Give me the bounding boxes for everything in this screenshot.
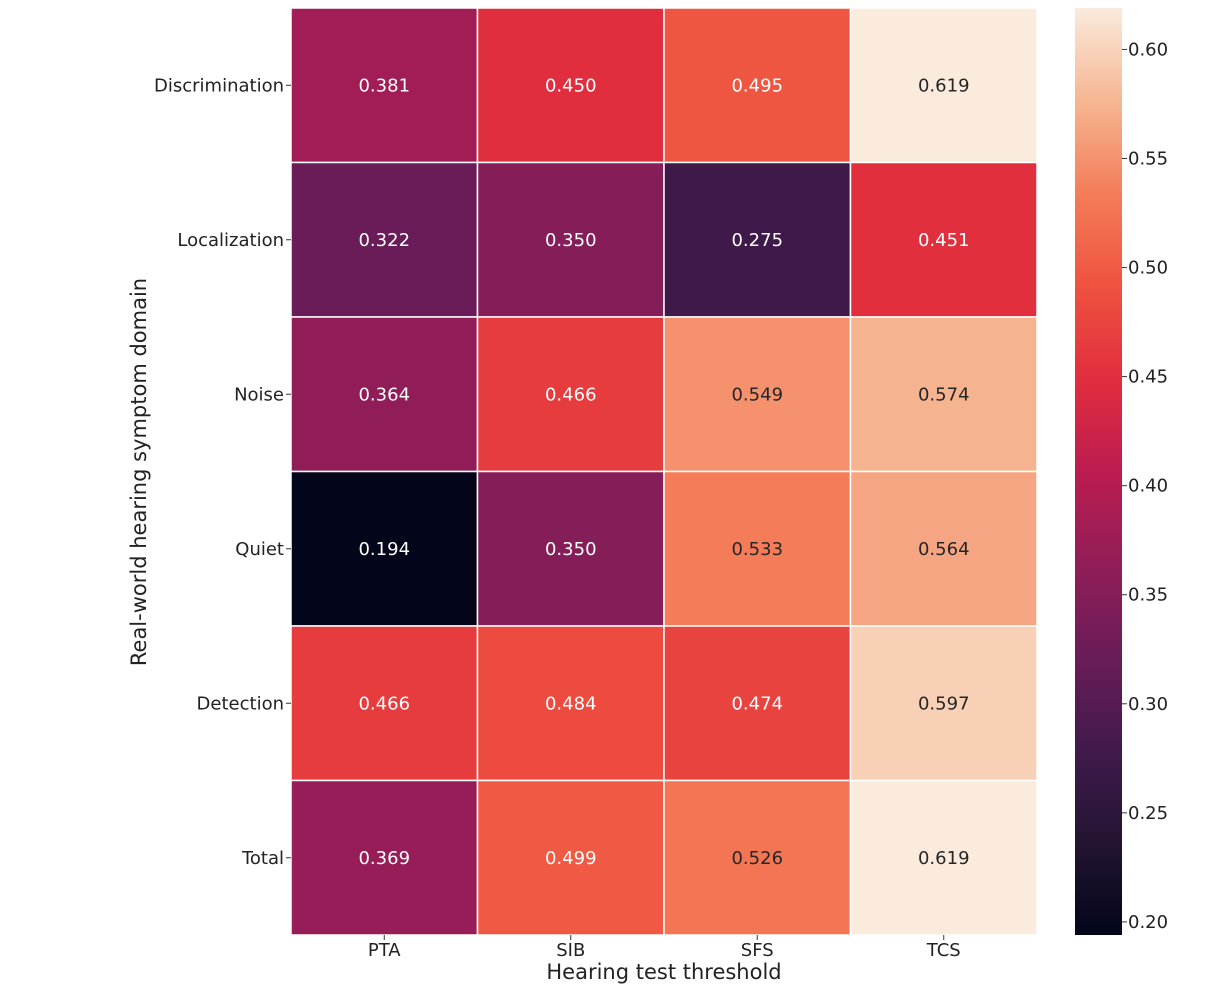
x-tick-label: TCS: [926, 940, 961, 961]
cell-value-label: 0.194: [358, 539, 410, 560]
y-tick-label: Noise: [234, 384, 284, 405]
heatmap-cell: [476, 161, 665, 318]
cell-value-label: 0.350: [545, 230, 597, 251]
heatmap-cell: [849, 161, 1038, 318]
colorbar-tick-label: 0.55: [1128, 149, 1168, 170]
x-tick-labels: PTA SIB SFS TCS: [368, 935, 961, 961]
colorbar: 0.20 0.25 0.30 0.35 0.40 0.45 0.50 0.55 0.60: [1075, 8, 1168, 935]
cell-value-label: 0.474: [731, 693, 783, 714]
colorbar-tick-label: 0.60: [1128, 39, 1168, 60]
cell-value-label: 0.369: [358, 848, 410, 869]
cell-value-label: 0.619: [918, 75, 970, 96]
cell-value-label: 0.533: [731, 539, 783, 560]
heatmap-cell: [290, 625, 479, 782]
y-tick-label: Detection: [197, 693, 284, 714]
heatmap-cell: [476, 470, 665, 627]
heatmap-cell: [290, 470, 479, 627]
y-tick-labels: Discrimination Localization Noise Quiet Dete…: [154, 75, 291, 869]
cell-value-label: 0.275: [731, 230, 783, 251]
cell-value-label: 0.364: [358, 384, 410, 405]
y-tick-label: Total: [241, 848, 284, 869]
cell-value-label: 0.574: [918, 384, 970, 405]
heatmap-cell: [849, 625, 1038, 782]
cell-value-label: 0.526: [731, 848, 783, 869]
heatmap-cell: [476, 779, 665, 936]
heatmap-cell: [663, 470, 852, 627]
heatmap-cell: [849, 316, 1038, 473]
cell-value-label: 0.451: [918, 230, 970, 251]
y-tick-label: Quiet: [235, 539, 284, 560]
cell-value-label: 0.381: [358, 75, 410, 96]
y-tick-label: Discrimination: [154, 75, 284, 96]
y-axis-title: Real-world hearing symptom domain: [127, 278, 151, 666]
colorbar-tick-label: 0.25: [1128, 803, 1168, 824]
heatmap-cell: [476, 7, 665, 164]
heatmap-cell: [849, 7, 1038, 164]
heatmap-cell: [290, 161, 479, 318]
heatmap-cell: [663, 779, 852, 936]
x-axis-title: Hearing test threshold: [546, 960, 781, 984]
heatmap-cells: 0.381 0.450 0.495 0.619 0.322 0.350 0.275 0.451…: [290, 7, 1038, 936]
y-tick-label: Localization: [177, 230, 284, 251]
x-tick-label: PTA: [368, 940, 401, 961]
heatmap-cell: [849, 779, 1038, 936]
cell-value-label: 0.597: [918, 693, 970, 714]
colorbar-tick-label: 0.40: [1128, 476, 1168, 497]
colorbar-tick-label: 0.45: [1128, 367, 1168, 388]
cell-value-label: 0.549: [731, 384, 783, 405]
colorbar-gradient: [1075, 8, 1122, 935]
colorbar-tick-label: 0.35: [1128, 585, 1168, 606]
x-tick-label: SFS: [741, 940, 774, 961]
heatmap-cell: [663, 625, 852, 782]
heatmap-cell: [476, 316, 665, 473]
cell-value-label: 0.466: [358, 693, 410, 714]
cell-value-label: 0.450: [545, 75, 597, 96]
x-tick-label: SIB: [556, 940, 585, 961]
colorbar-tick-label: 0.20: [1128, 912, 1168, 933]
cell-value-label: 0.499: [545, 848, 597, 869]
cell-value-label: 0.350: [545, 539, 597, 560]
cell-value-label: 0.564: [918, 539, 970, 560]
colorbar-tick-label: 0.50: [1128, 258, 1168, 279]
heatmap-cell: [290, 7, 479, 164]
heatmap-cell: [476, 625, 665, 782]
cell-value-label: 0.466: [545, 384, 597, 405]
cell-value-label: 0.322: [358, 230, 410, 251]
heatmap-cell: [663, 7, 852, 164]
heatmap-cell: [849, 470, 1038, 627]
cell-value-label: 0.495: [731, 75, 783, 96]
cell-value-label: 0.619: [918, 848, 970, 869]
heatmap-cell: [290, 779, 479, 936]
colorbar-tick-label: 0.30: [1128, 694, 1168, 715]
cell-value-label: 0.484: [545, 693, 597, 714]
